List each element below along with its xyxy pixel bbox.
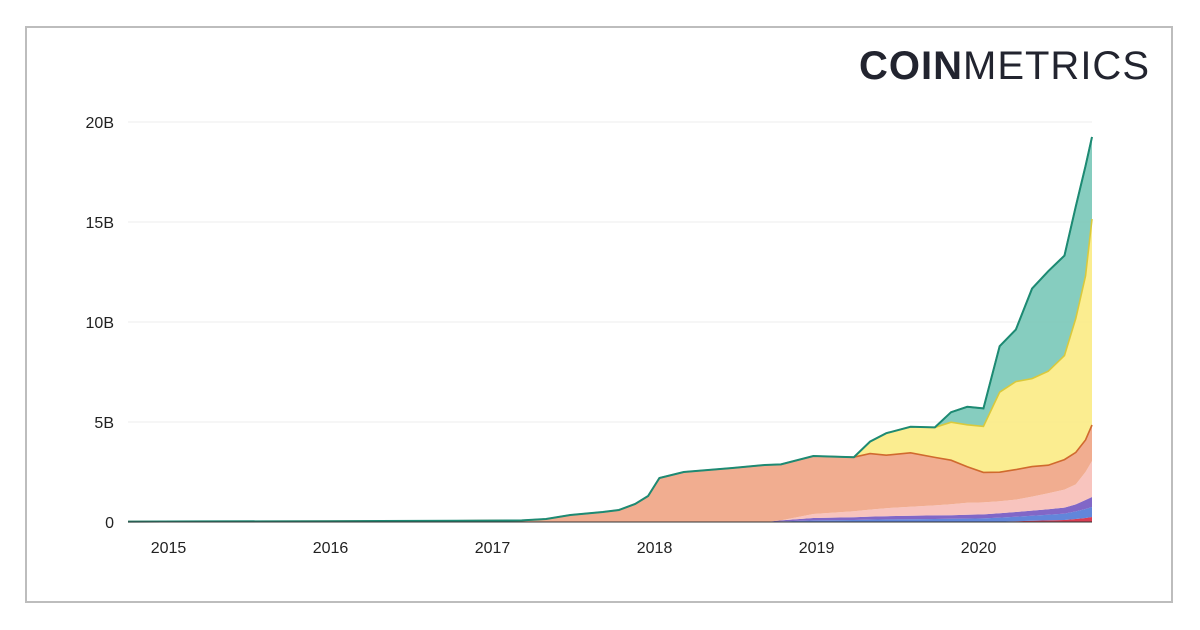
x-tick-label-2019: 2019 — [799, 540, 835, 557]
logo-light-text: METRICS — [963, 44, 1150, 88]
x-tick-label-2016: 2016 — [313, 540, 349, 557]
y-tick-label-1: 5B — [94, 415, 114, 432]
gridlines — [128, 121, 1092, 423]
y-tick-label-3: 15B — [86, 215, 114, 232]
area-salmon — [128, 425, 1092, 522]
area-blue — [128, 507, 1092, 522]
y-tick-labels: 0 5B 10B 15B 20B — [86, 115, 115, 532]
x-tick-label-2020: 2020 — [961, 540, 997, 557]
y-tick-label-2: 10B — [86, 315, 114, 332]
x-tick-label-2017: 2017 — [475, 540, 511, 557]
y-tick-label-4: 20B — [86, 115, 114, 132]
line-total — [127, 136, 1093, 523]
x-tick-label-2018: 2018 — [637, 540, 673, 557]
x-tick-label-2015: 2015 — [151, 540, 187, 557]
y-tick-label-0: 0 — [105, 515, 114, 532]
logo-bold-text: COIN — [859, 44, 963, 88]
area-series — [127, 136, 1093, 523]
coinmetrics-logo: COINMETRICS — [859, 44, 1150, 89]
x-tick-labels: 2015 2016 2017 2018 2019 2020 — [151, 540, 997, 557]
